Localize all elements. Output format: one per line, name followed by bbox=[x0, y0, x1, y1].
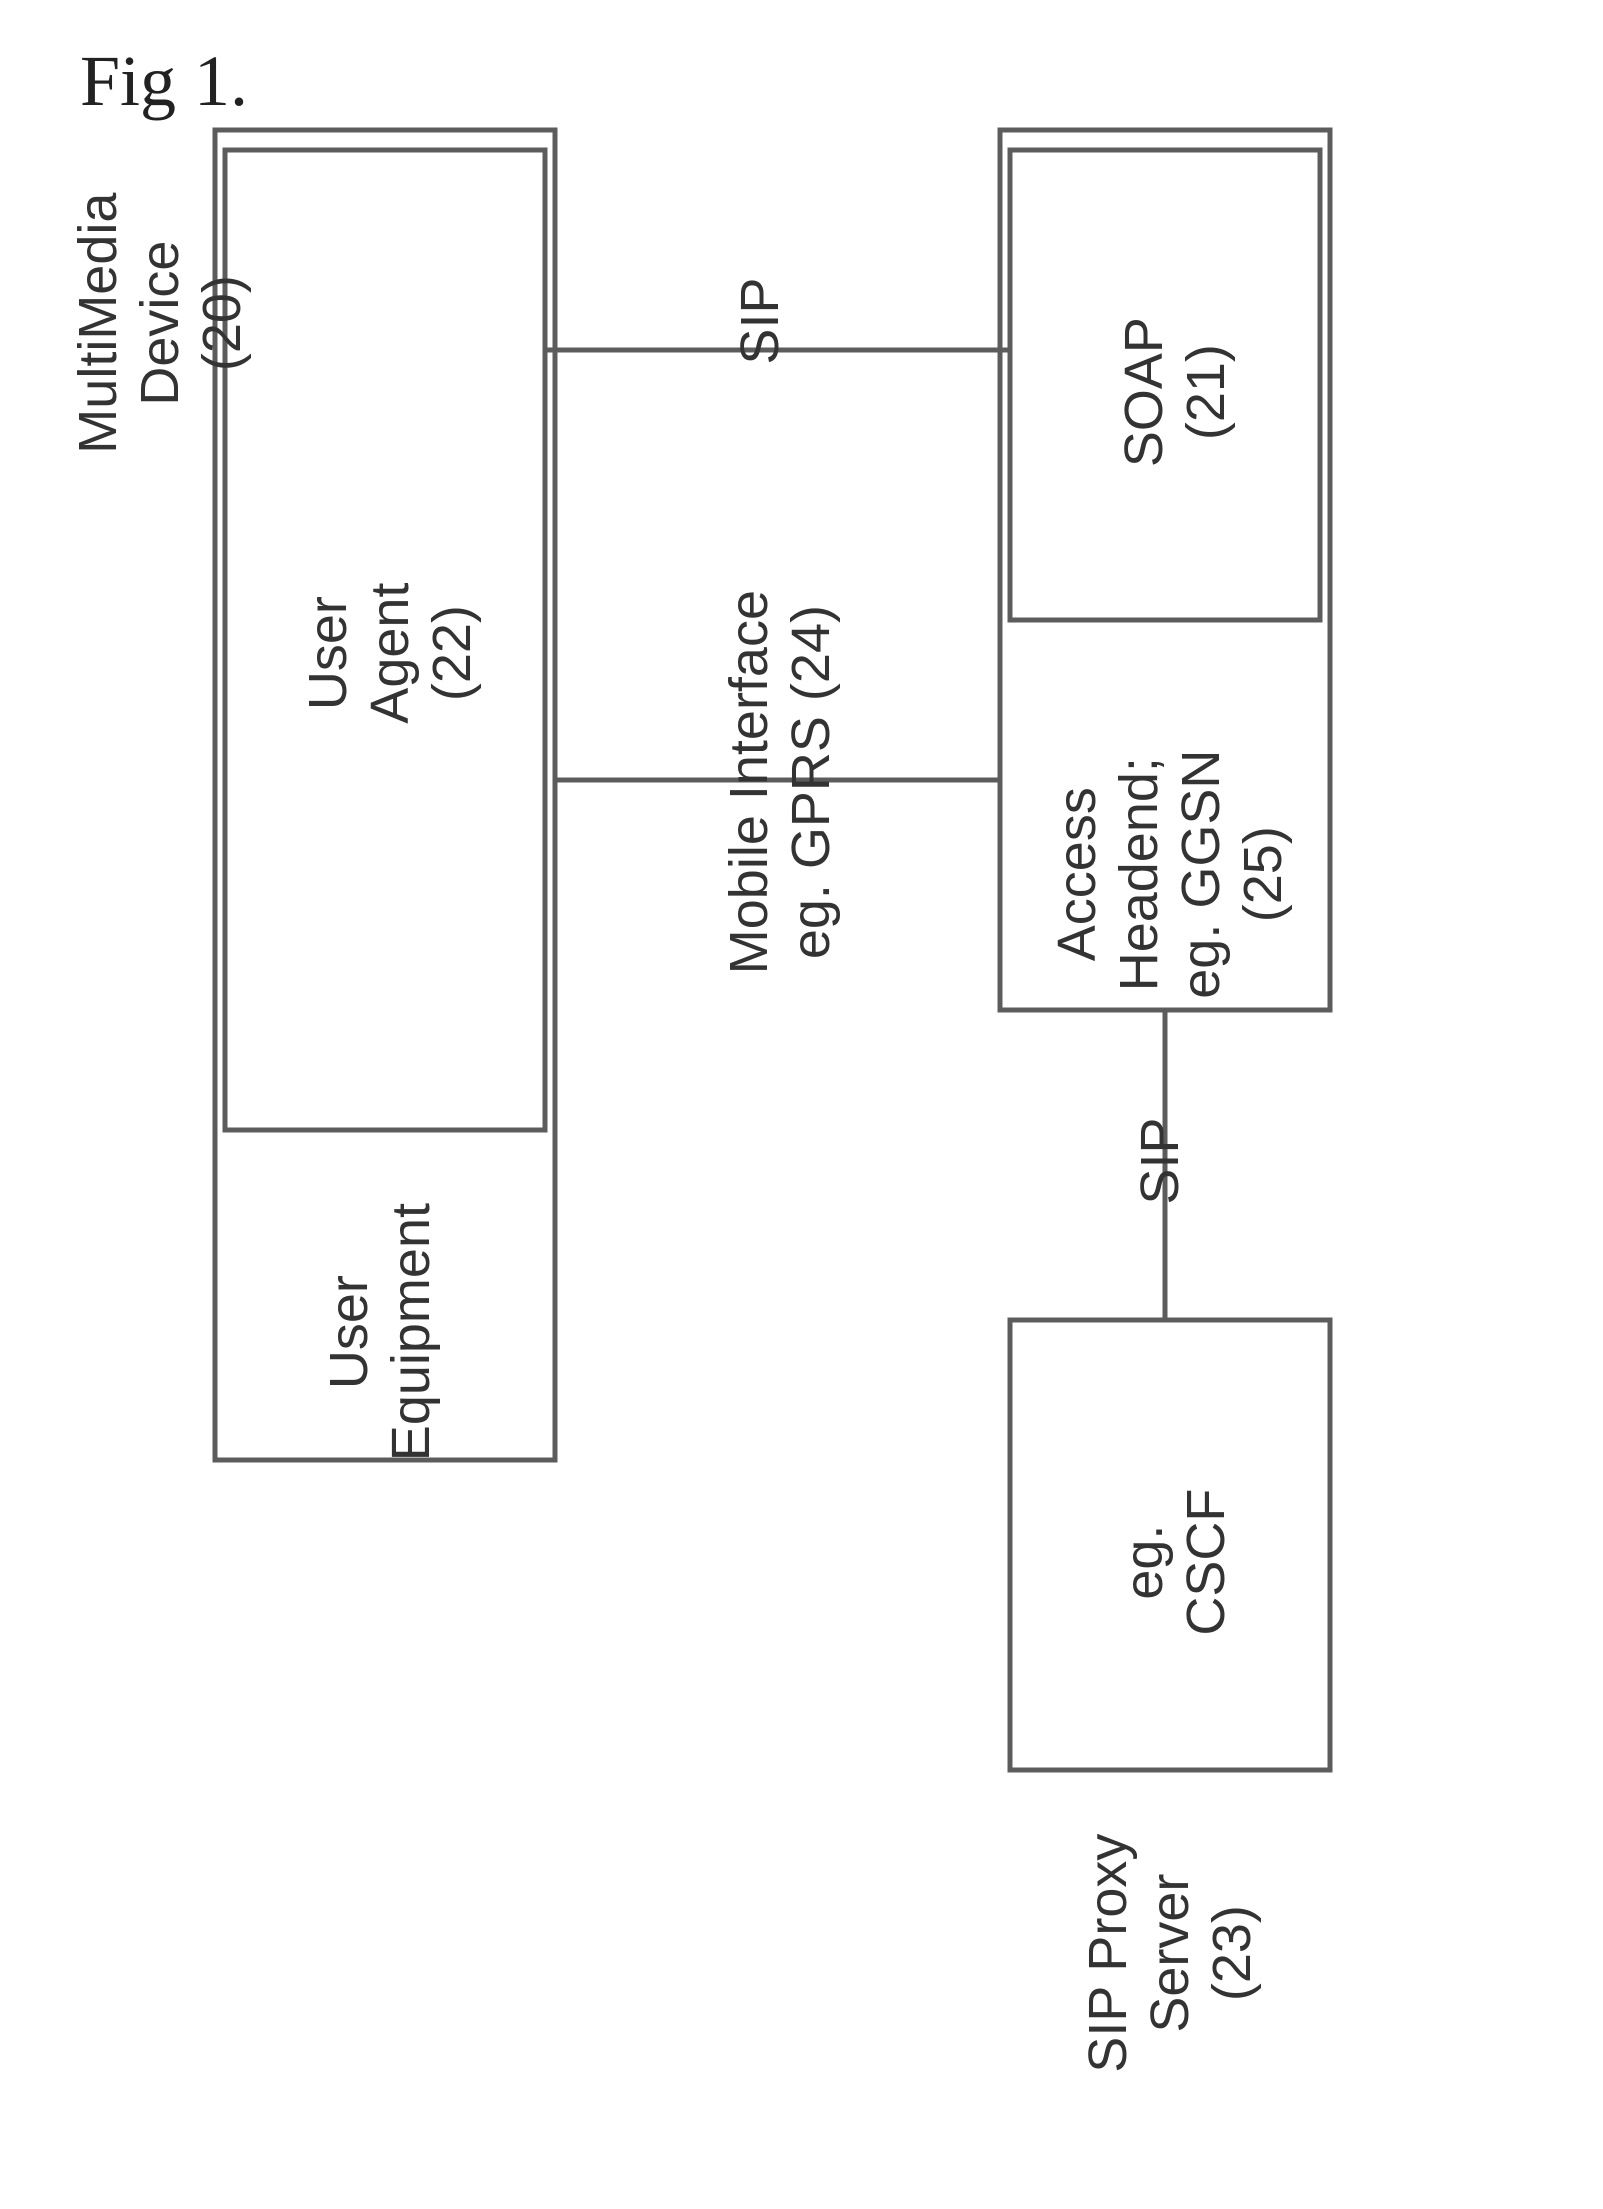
access-headend-label: Access Headend; eg. GGSN (25) bbox=[1046, 674, 1294, 1074]
soap-label: SOAP (21) bbox=[1113, 192, 1237, 592]
sip-edge-label-2: SIP bbox=[1129, 1061, 1191, 1261]
sip-proxy-server-label: SIP Proxy Server (23) bbox=[1077, 1753, 1263, 2153]
user-equipment-label: User Equipment bbox=[318, 1132, 442, 1532]
sip-edge-label-1: SIP bbox=[729, 221, 791, 421]
mobile-interface-edge-label: Mobile Interface eg. GPRS (24) bbox=[718, 562, 842, 1002]
multimedia-device-label: MultiMedia Device (20) bbox=[67, 123, 253, 523]
user-agent-label: User Agent (22) bbox=[297, 453, 483, 853]
figure-canvas: Fig 1. MultiMedia Device (20) User Equip… bbox=[0, 0, 1603, 2209]
cscf-label: eg. CSCF bbox=[1113, 1362, 1237, 1762]
